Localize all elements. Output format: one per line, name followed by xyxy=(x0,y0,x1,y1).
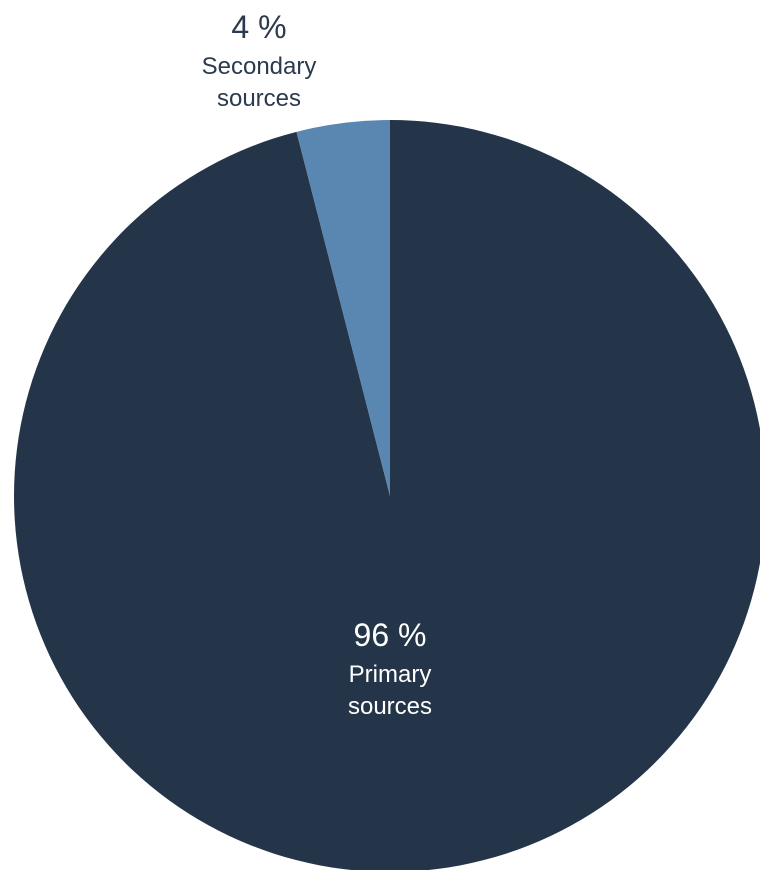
pie-labels: 96 % Primary sources 4 % Secondary sources xyxy=(202,9,432,720)
slice-label-primary-sources: 96 % Primary sources xyxy=(348,617,432,720)
pie-slices xyxy=(14,120,760,870)
slice-name-label: Primary xyxy=(349,661,432,688)
slice-name-label: sources xyxy=(348,693,432,720)
pie-slice-primary-sources xyxy=(14,120,760,870)
slice-label-secondary-sources: 4 % Secondary sources xyxy=(202,9,317,112)
pie-slice-secondary-sources xyxy=(296,120,390,496)
slice-value-label: 4 % xyxy=(231,9,286,45)
slice-name-label: Secondary xyxy=(202,53,317,80)
slice-name-label: sources xyxy=(217,85,301,112)
slice-value-label: 96 % xyxy=(354,617,427,653)
